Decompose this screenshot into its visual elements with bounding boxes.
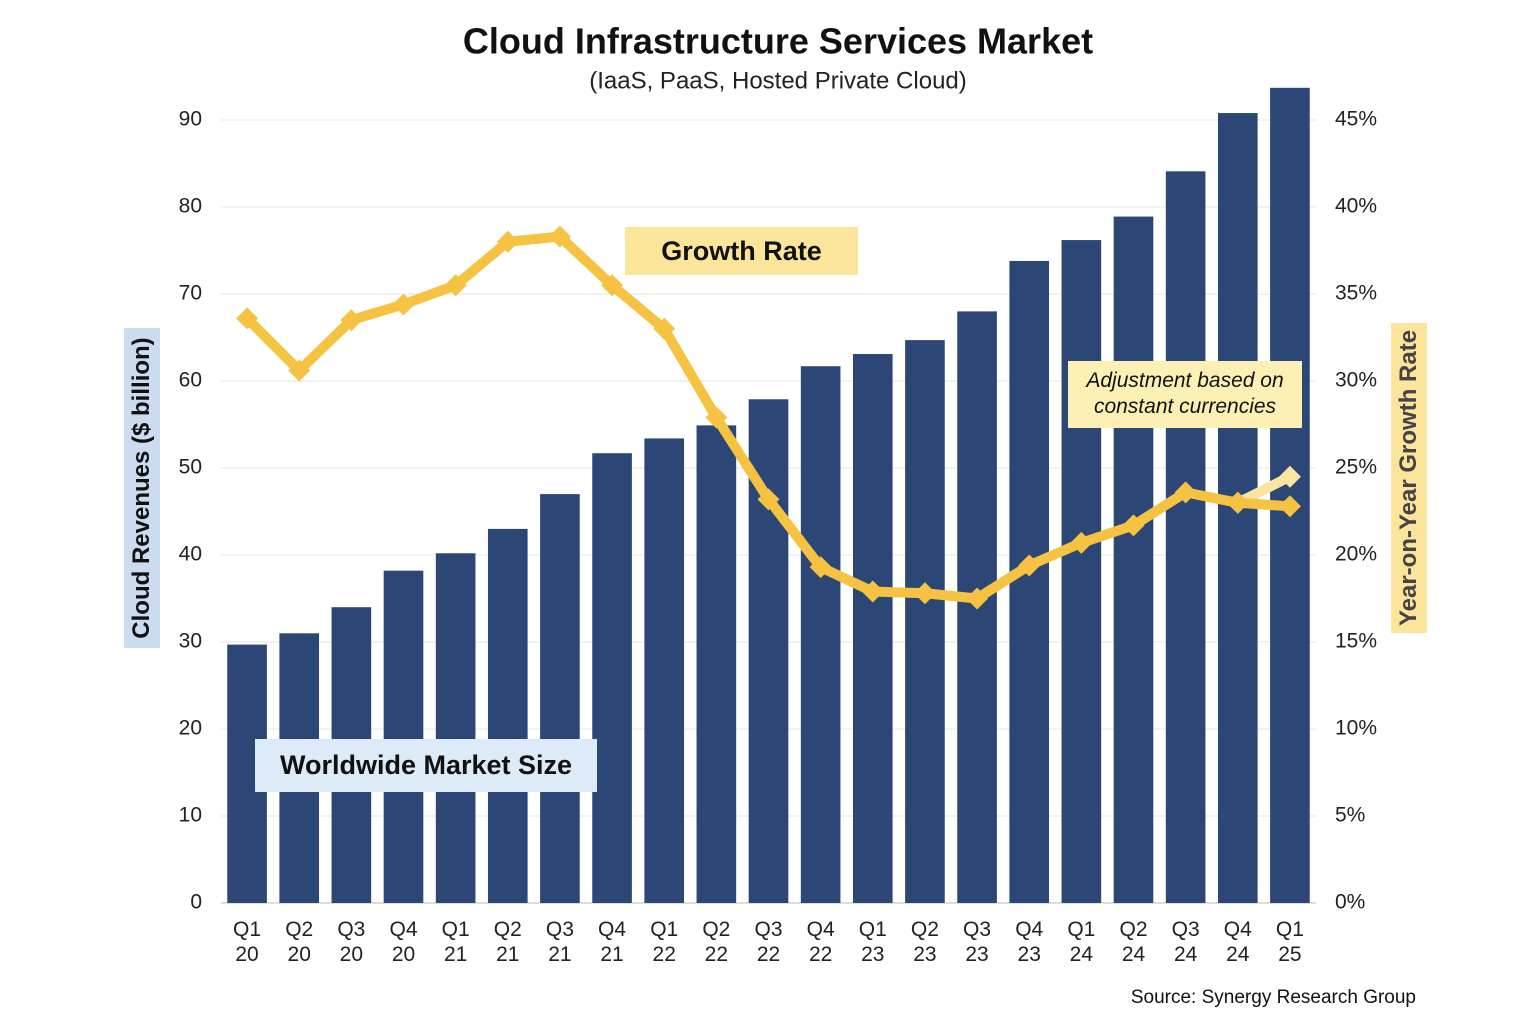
y-tick-label: 50 [179,456,202,479]
x-tick-label: Q4 22 [806,918,835,966]
annotation: Adjustment based on constant currencies [1068,361,1302,428]
y2-tick-label: 35% [1335,282,1377,305]
x-tick-label: Q1 21 [441,918,470,966]
marker [392,293,415,316]
x-tick-label: Q1 22 [650,918,679,966]
bar [1165,171,1206,903]
x-tick-label: Q2 20 [285,918,314,966]
y-tick-label: 20 [179,717,202,740]
y2-tick-label: 20% [1335,543,1377,566]
x-tick-label: Q2 24 [1119,918,1148,966]
y2-tick-label: 15% [1335,630,1377,653]
bar [540,494,580,903]
y-tick-label: 60 [179,369,202,392]
marker [548,225,571,248]
marker [757,488,780,511]
marker [601,274,624,297]
growth-rate-label: Growth Rate [625,227,858,275]
x-tick-label: Q3 20 [337,918,366,966]
marker [1174,481,1197,504]
y2-axis-title: Year-on-Year Growth Rate [1391,323,1427,633]
x-tick-label: Q3 21 [545,918,574,966]
bar [852,354,893,903]
x-tick-label: Q1 23 [858,918,887,966]
marker [1070,531,1093,554]
x-tick-label: Q1 24 [1067,918,1096,966]
y-tick-label: 10 [179,804,202,827]
y-tick-label: 80 [179,195,202,218]
y2-tick-label: 5% [1335,804,1365,827]
marker [1278,495,1301,518]
y2-tick-label: 30% [1335,369,1377,392]
marker [496,230,519,253]
marker [340,309,363,332]
bar [435,553,476,903]
bar [383,570,424,903]
y-tick-label: 40 [179,543,202,566]
marker [966,587,989,610]
marker [236,307,259,330]
y-tick-label: 90 [179,108,202,131]
x-tick-label: Q2 21 [493,918,522,966]
x-tick-label: Q3 22 [754,918,783,966]
x-tick-label: Q1 20 [233,918,262,966]
bar [644,438,685,903]
x-tick-label: Q2 23 [910,918,939,966]
chart-title: Cloud Infrastructure Services Market [463,21,1093,62]
x-tick-label: Q1 25 [1275,918,1304,966]
bar [1009,260,1050,903]
marker [705,406,728,429]
y2-tick-label: 40% [1335,195,1377,218]
x-tick-label: Q4 24 [1223,918,1252,966]
marker [1278,465,1301,488]
y-axis-title: Cloud Revenues ($ billion) [124,328,160,648]
marker [809,556,832,579]
marker [1226,491,1249,514]
x-tick-label: Q4 21 [598,918,627,966]
marker [653,317,676,340]
marker [861,580,884,603]
y2-tick-label: 25% [1335,456,1377,479]
y-tick-label: 0 [190,891,202,914]
x-tick-label: Q4 23 [1015,918,1044,966]
source: Source: Synergy Research Group [1130,987,1416,1008]
bar [696,425,737,903]
marker [1122,514,1145,537]
y2-tick-label: 10% [1335,717,1377,740]
bar [592,453,632,903]
bar [1113,216,1154,903]
x-tick-label: Q4 20 [389,918,418,966]
chart-subtitle: (IaaS, PaaS, Hosted Private Cloud) [589,67,967,94]
marker [288,359,311,382]
x-tick-label: Q3 23 [963,918,992,966]
marker [913,582,936,605]
y2-tick-label: 45% [1335,108,1377,131]
y-tick-label: 30 [179,630,202,653]
bar [800,366,841,904]
bar [487,528,528,903]
marker [444,274,467,297]
bar [1061,240,1102,903]
y-tick-label: 70 [179,282,202,305]
marker [1018,554,1041,577]
y2-tick-label: 0% [1335,891,1365,914]
bar [905,340,945,903]
x-tick-label: Q3 24 [1171,918,1200,966]
x-tick-label: Q2 22 [702,918,731,966]
market-size-label: Worldwide Market Size [255,739,597,792]
